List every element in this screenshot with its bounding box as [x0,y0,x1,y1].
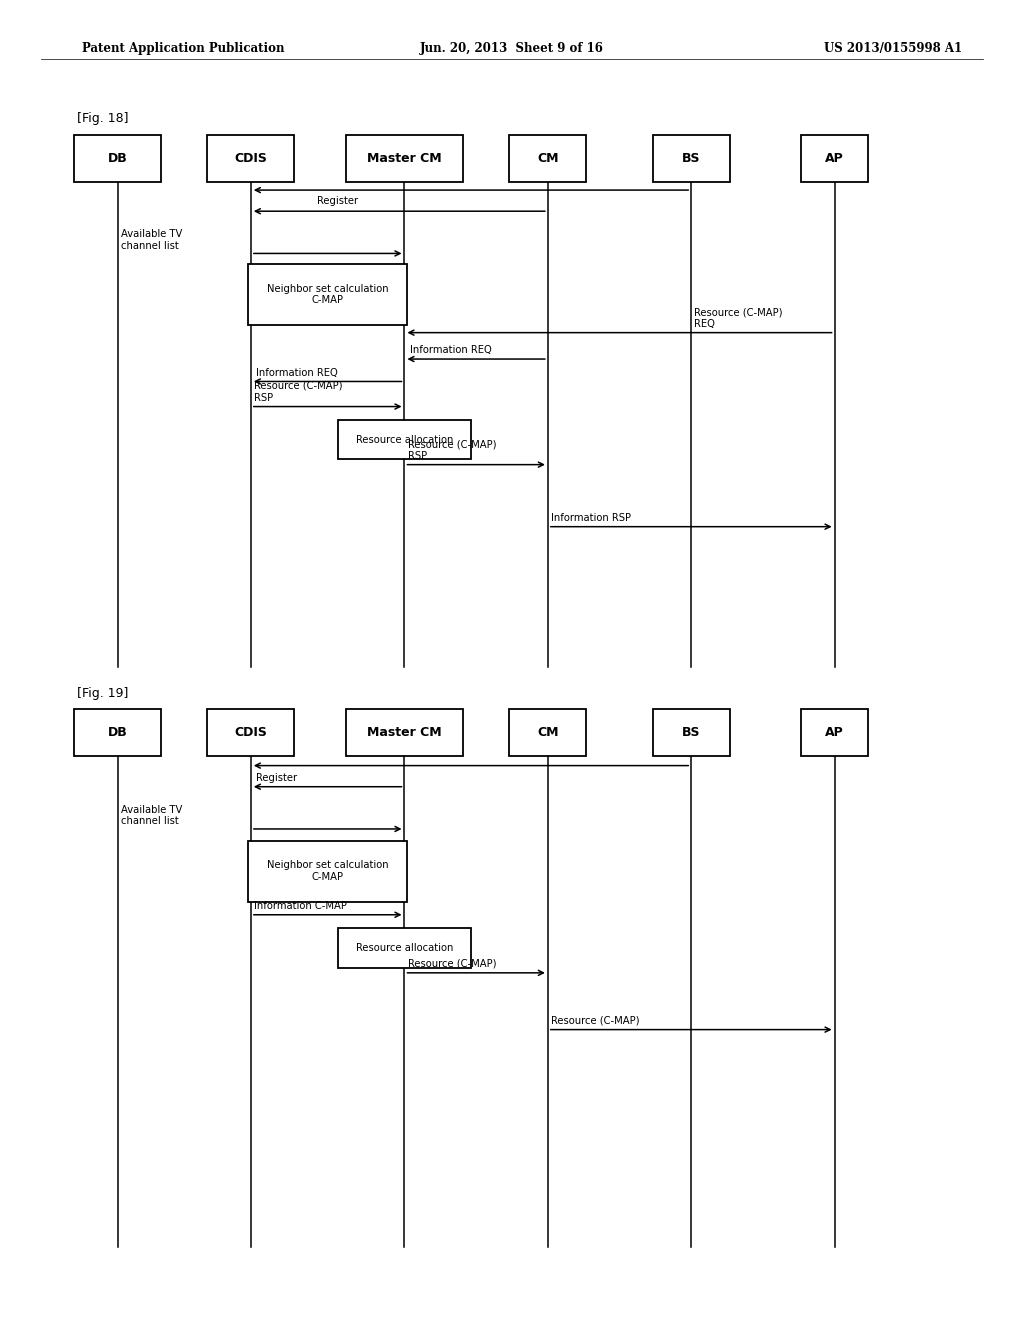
Text: Available TV
channel list: Available TV channel list [121,230,182,251]
Bar [510,709,586,756]
Text: Resource (C-MAP)
REQ: Resource (C-MAP) REQ [694,308,782,329]
Bar [801,135,867,182]
Text: Neighbor set calculation
C-MAP: Neighbor set calculation C-MAP [267,861,388,882]
Text: Resource (C-MAP): Resource (C-MAP) [551,1015,639,1026]
Text: Resource (C-MAP)
RSP: Resource (C-MAP) RSP [408,440,496,461]
Bar [653,709,729,756]
Bar [346,709,463,756]
Bar [653,135,729,182]
Text: BS: BS [682,726,700,739]
Text: [Fig. 19]: [Fig. 19] [77,686,128,700]
Text: Master CM: Master CM [368,726,441,739]
Bar [346,135,463,182]
Bar [801,709,867,756]
Bar [248,264,407,325]
Text: Resource allocation: Resource allocation [355,434,454,445]
Bar [207,135,295,182]
Text: Jun. 20, 2013  Sheet 9 of 16: Jun. 20, 2013 Sheet 9 of 16 [420,42,604,55]
Text: Master CM: Master CM [368,152,441,165]
Text: Resource (C-MAP)
RSP: Resource (C-MAP) RSP [254,381,342,403]
Text: CDIS: CDIS [234,726,267,739]
Text: AP: AP [825,152,844,165]
Text: Information C-MAP: Information C-MAP [254,900,347,911]
Bar [338,928,471,968]
Text: BS: BS [682,152,700,165]
Text: Information REQ: Information REQ [410,345,492,355]
Text: Neighbor set calculation
C-MAP: Neighbor set calculation C-MAP [267,284,388,305]
Text: Patent Application Publication: Patent Application Publication [82,42,285,55]
Text: AP: AP [825,726,844,739]
Text: CM: CM [538,726,558,739]
Text: CDIS: CDIS [234,152,267,165]
Text: Available TV
channel list: Available TV channel list [121,805,182,826]
Text: Information REQ: Information REQ [256,367,338,378]
Bar [338,420,471,459]
Text: [Fig. 18]: [Fig. 18] [77,112,128,125]
Text: Resource (C-MAP): Resource (C-MAP) [408,958,496,969]
Text: Information RSP: Information RSP [551,512,631,523]
Text: Resource allocation: Resource allocation [355,942,454,953]
Text: US 2013/0155998 A1: US 2013/0155998 A1 [824,42,963,55]
Text: CM: CM [538,152,558,165]
Text: Register: Register [256,772,297,783]
Bar [75,135,162,182]
Bar [510,135,586,182]
Bar [248,841,407,902]
Text: Register: Register [317,195,358,206]
Bar [207,709,295,756]
Bar [75,709,162,756]
Text: DB: DB [108,726,128,739]
Text: DB: DB [108,152,128,165]
